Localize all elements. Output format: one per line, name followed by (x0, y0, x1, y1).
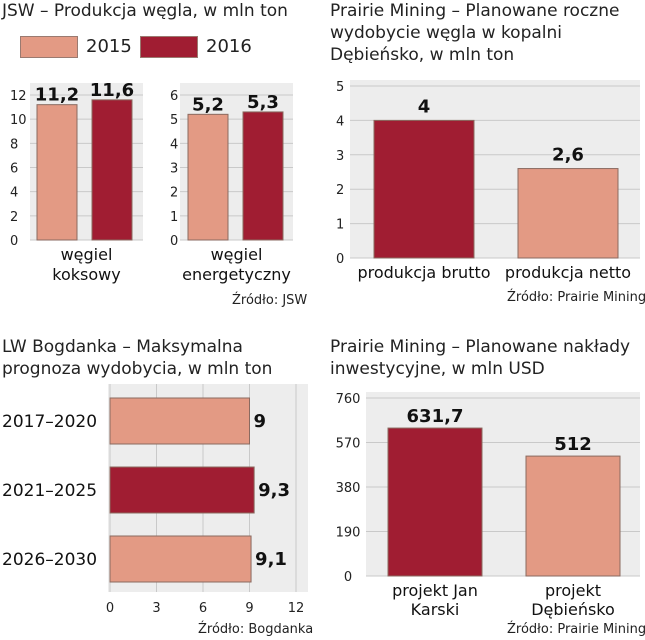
chart4-y-tick-label: 570 (336, 437, 361, 452)
chart1-bar (36, 104, 78, 241)
chart2-category-label: produkcja brutto (357, 263, 490, 282)
chart3-category-label: 2026–2030 (2, 550, 97, 570)
chart1-y-tick-label: 3 (170, 162, 178, 177)
chart1-data-label: 5,2 (192, 94, 224, 115)
chart1-data-label: 5,3 (247, 92, 279, 113)
chart4-data-label: 512 (554, 434, 592, 455)
chart1-bar (91, 99, 133, 241)
chart2-bar (373, 119, 475, 259)
chart3-bar (109, 535, 252, 583)
chart1-data-label: 11,6 (90, 80, 134, 101)
chart-title-bogdanka: LW Bogdanka – Maksymalna prognoza wydoby… (2, 337, 273, 379)
chart-title-prairie-investment: Prairie Mining – Planowane nakłady inwes… (330, 337, 631, 379)
chart3-x-tick-label: 9 (245, 601, 253, 616)
chart-title-jsw: JSW – Produkcja węgla, w mln ton (2, 1, 288, 21)
chart1-y-tick-label: 4 (170, 137, 178, 152)
chart1-y-tick-label: 0 (170, 234, 178, 249)
legend-swatch-2015 (20, 36, 78, 58)
chart4-y-tick-label: 190 (336, 526, 361, 541)
chart2-y-tick-label: 5 (336, 80, 344, 95)
chart1-y-tick-label: 6 (170, 89, 178, 104)
chart1-bar (187, 113, 229, 241)
chart3-x-tick-label: 0 (106, 601, 114, 616)
chart1-y-tick-label: 8 (10, 137, 18, 152)
chart3-category-label: 2017–2020 (2, 412, 97, 432)
chart4-category-label: projekt Dębieńsko (531, 581, 615, 619)
legend-label-2015: 2015 (86, 36, 132, 57)
chart-title-prairie-production: Prairie Mining – Planowane roczne wydoby… (330, 1, 620, 65)
chart2-bar (517, 168, 619, 259)
chart2-data-label: 4 (418, 96, 431, 117)
chart2-y-tick-label: 1 (336, 218, 344, 233)
legend-label-2016: 2016 (206, 36, 252, 57)
chart1-y-tick-label: 1 (170, 210, 178, 225)
chart3-category-label: 2021–2025 (2, 481, 97, 501)
chart3-bar (109, 466, 255, 514)
chart2-y-tick-label: 4 (336, 114, 344, 129)
chart2-category-label: produkcja netto (505, 263, 631, 282)
source-jsw: Źródło: JSW (232, 293, 308, 308)
chart3-bar (109, 397, 250, 445)
source-prairie-investment: Źródło: Prairie Mining (507, 622, 645, 637)
source-prairie-production: Źródło: Prairie Mining (507, 290, 645, 305)
source-bogdanka: Źródło: Bogdanka (198, 622, 314, 637)
legend-swatch-2016 (140, 36, 198, 58)
chart4-y-tick-label: 0 (344, 570, 352, 585)
chart4-data-label: 631,7 (407, 406, 464, 427)
chart4-y-tick-label: 380 (336, 481, 361, 496)
chart1-data-label: 11,2 (35, 85, 79, 106)
chart3-data-label: 9 (254, 411, 267, 432)
chart1-y-tick-label: 4 (10, 186, 18, 201)
chart1-category-label: węgiel energetyczny (182, 245, 291, 284)
chart1-y-tick-label: 2 (170, 186, 178, 201)
chart1-y-tick-label: 12 (10, 89, 27, 104)
chart3-x-tick-label: 3 (152, 601, 160, 616)
chart2-data-label: 2,6 (552, 145, 584, 166)
chart1-bar (242, 111, 284, 241)
chart4-bar (387, 427, 483, 577)
chart3-x-tick-label: 6 (199, 601, 207, 616)
chart3-data-label: 9,3 (258, 480, 290, 501)
chart3-data-label: 9,1 (255, 549, 287, 570)
chart2-y-tick-label: 3 (336, 149, 344, 164)
chart1-y-tick-label: 0 (10, 234, 18, 249)
chart1-y-tick-label: 5 (170, 113, 178, 128)
chart1-y-tick-label: 6 (10, 162, 18, 177)
chart1-category-label: węgiel koksowy (52, 245, 120, 284)
chart1-y-tick-label: 10 (10, 113, 27, 128)
chart3-x-tick-label: 12 (288, 601, 305, 616)
chart4-y-tick-label: 760 (336, 392, 361, 407)
chart2-y-tick-label: 0 (336, 252, 344, 267)
chart2-y-tick-label: 2 (336, 183, 344, 198)
chart4-category-label: projekt Jan Karski (392, 581, 478, 619)
chart4-bar (525, 455, 621, 577)
chart1-y-tick-label: 2 (10, 210, 18, 225)
